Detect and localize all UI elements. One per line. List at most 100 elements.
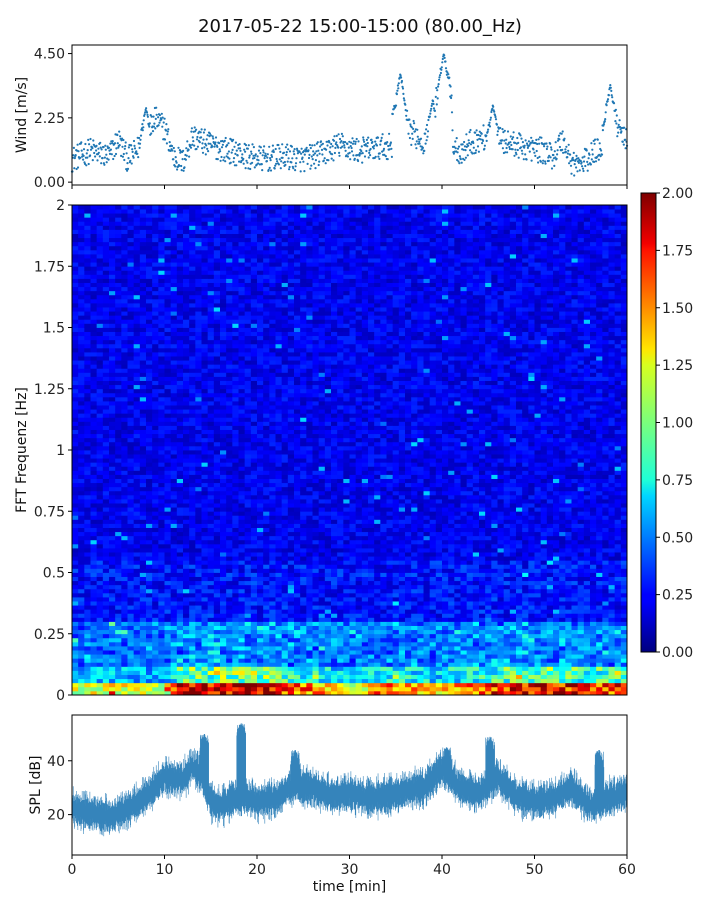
wind-point (79, 156, 82, 159)
spectrogram-cell (183, 311, 190, 316)
spectrogram-cell (250, 482, 258, 488)
spectrogram-cell (226, 286, 233, 292)
spectrogram-cell (152, 323, 159, 328)
spectrogram-cell (133, 343, 141, 349)
wind-point (441, 61, 444, 64)
spectrogram-cell (164, 409, 172, 414)
spectrogram-cell (226, 384, 233, 390)
spectrogram-cell (139, 311, 147, 316)
spectrogram-cell (152, 674, 159, 680)
spectrogram-cell (96, 625, 104, 631)
wind-point (105, 161, 108, 164)
spectrogram-cell (207, 584, 215, 590)
wind-point (218, 142, 221, 145)
wind-point (476, 138, 479, 141)
spectrogram-cell (121, 527, 128, 533)
spectrogram-cell (139, 580, 147, 586)
spectrogram-cell (102, 584, 110, 590)
spectrogram-cell (195, 490, 202, 496)
wind-point (234, 141, 237, 144)
spectrogram-cell (207, 494, 215, 500)
spectrogram-cell (244, 674, 252, 680)
spectrogram-cell (121, 209, 128, 214)
spectrogram-cell (158, 466, 165, 471)
spectrogram-cell (183, 417, 190, 422)
spectrogram-cell (84, 535, 91, 541)
spectrogram-cell (164, 380, 172, 386)
spectrogram-cell (146, 503, 153, 508)
spectrogram-cell (201, 360, 209, 365)
spectrogram-cell (133, 347, 141, 353)
spectrogram-cell (121, 592, 128, 598)
spectrogram-cell (158, 462, 165, 467)
spectrogram-cell (133, 543, 141, 549)
spectrogram-cell (195, 335, 202, 341)
spectrogram-cell (90, 605, 98, 610)
spectrogram-cell (96, 401, 104, 406)
spectrogram-cell (78, 474, 85, 479)
spectrogram-cell (78, 380, 85, 386)
spectrogram-cell (176, 376, 184, 381)
spectrogram-cell (201, 388, 209, 394)
spectrogram-cell (189, 682, 196, 688)
spectrogram-cell (220, 360, 227, 365)
spectrogram-cell (176, 654, 184, 659)
wind-point (195, 138, 199, 141)
chart-title: 2017-05-22 15:00-15:00 (80.00_Hz) (198, 16, 522, 37)
spectrogram-cell (146, 539, 153, 545)
spectrogram-cell (176, 425, 184, 430)
spectrogram-cell (189, 454, 196, 459)
spectrogram-cell (90, 494, 98, 500)
spectrogram-cell (164, 278, 172, 283)
spectrogram-cell (176, 523, 184, 528)
spectrogram-cell (213, 339, 221, 345)
spectrogram-cell (164, 641, 172, 647)
spectrogram-cell (139, 637, 147, 643)
spectrogram-cell (183, 662, 190, 667)
spectrogram-cell (183, 609, 190, 614)
spectrogram-cell (250, 560, 258, 565)
wind-point (176, 168, 179, 171)
wind-point (530, 136, 533, 139)
spectrogram-cell (139, 376, 147, 381)
spectrogram-cell (189, 254, 196, 259)
wind-point (244, 167, 247, 170)
wind-point (584, 164, 587, 168)
spectrogram-cell (96, 388, 104, 394)
spectrogram-cell (226, 507, 233, 512)
spectrogram-cell (146, 519, 153, 524)
spectrogram-cell (152, 278, 159, 283)
spectrogram-cell (102, 670, 110, 675)
wind-point (475, 129, 478, 132)
spectrogram-cell (244, 523, 252, 528)
wind-point (488, 125, 492, 128)
spectrogram-cell (189, 237, 196, 243)
spectrogram-cell (127, 233, 135, 239)
spectrogram-cell (263, 637, 270, 643)
spectrogram-cell (232, 282, 239, 288)
spectrogram-cell (84, 560, 91, 565)
spectrogram-cell (109, 662, 116, 667)
spectrogram-cell (84, 507, 91, 512)
spectrogram-cell (78, 466, 85, 471)
spectrogram-cell (158, 286, 165, 292)
spectrogram-cell (109, 270, 116, 275)
spectrogram-cell (189, 421, 196, 426)
wind-point (333, 135, 336, 138)
spectrogram-cell (170, 629, 178, 635)
spectrogram-cell (84, 347, 91, 353)
spectrogram-cell (127, 274, 135, 279)
spectrogram-cell (96, 360, 104, 365)
spectrogram-cell (96, 576, 104, 582)
spectrogram-cell (121, 503, 128, 508)
spectrogram-cell (96, 347, 104, 353)
spectrogram-cell (96, 629, 104, 635)
wind-point (501, 147, 504, 150)
spectrogram-cell (146, 311, 153, 316)
spectrogram-cell (158, 335, 165, 341)
spectrogram-cell (133, 217, 141, 222)
wind-point (288, 150, 292, 153)
spectrogram-cell (152, 437, 159, 443)
wind-point (583, 155, 586, 158)
spectrogram-cell (238, 650, 246, 655)
